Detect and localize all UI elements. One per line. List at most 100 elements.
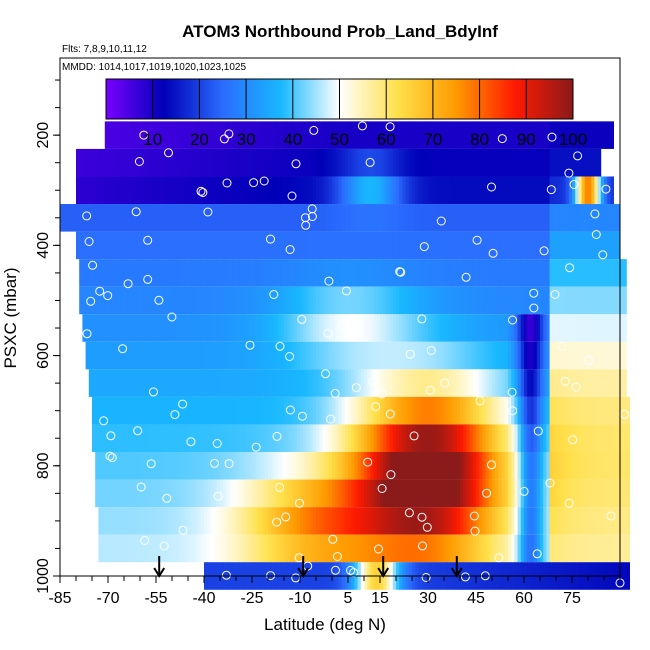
heatmap-cell	[514, 148, 518, 177]
heatmap-cell	[376, 534, 381, 563]
heatmap-cell	[415, 286, 419, 315]
heatmap-cell	[306, 341, 310, 370]
heatmap-cell	[98, 507, 102, 535]
heatmap-cell	[450, 259, 454, 287]
heatmap-cell	[226, 424, 230, 453]
heatmap-cell	[328, 286, 333, 315]
heatmap-cell	[533, 369, 538, 397]
heatmap-cell	[328, 479, 333, 508]
heatmap-cell	[546, 452, 550, 480]
heatmap-cell	[408, 231, 413, 260]
sample-point	[164, 148, 173, 158]
heatmap-cell	[229, 507, 234, 535]
heatmap-cell	[101, 452, 106, 480]
heatmap-cell	[210, 259, 214, 287]
heatmap-cell	[389, 341, 394, 370]
heatmap-cell	[575, 121, 579, 149]
heatmap-cell	[440, 121, 445, 149]
heatmap-cell	[370, 121, 374, 149]
heatmap-cell	[536, 452, 541, 480]
heatmap-cell	[597, 479, 602, 508]
sample-point	[419, 242, 429, 252]
heatmap-cell	[546, 148, 550, 177]
sample-point	[377, 389, 387, 399]
heatmap-cell	[626, 479, 630, 508]
heatmap-cell	[165, 479, 170, 508]
heatmap-cell	[82, 259, 86, 287]
heatmap-cell	[296, 507, 301, 535]
heatmap-cell	[588, 479, 592, 508]
heatmap-cell	[508, 231, 512, 260]
heatmap-cell	[389, 507, 394, 535]
heatmap-cell	[124, 148, 128, 177]
heatmap-cell	[293, 148, 298, 177]
heatmap-cell	[604, 396, 608, 425]
heatmap-cell	[322, 121, 326, 149]
heatmap-cell	[565, 314, 570, 342]
sample-point	[143, 274, 153, 284]
heatmap-cell	[396, 507, 400, 535]
heatmap-cell	[117, 424, 122, 453]
sample-point	[291, 159, 301, 169]
heatmap-cell	[175, 259, 179, 287]
heatmap-cell	[178, 314, 182, 342]
heatmap-cell	[341, 259, 346, 287]
heatmap-cell	[504, 231, 509, 260]
heatmap-cell	[143, 176, 147, 205]
heatmap-cell	[261, 369, 266, 397]
heatmap-cell	[210, 507, 214, 535]
heatmap-cell	[101, 534, 106, 563]
heatmap-cell	[236, 341, 240, 370]
heatmap-cell	[572, 424, 576, 453]
heatmap-cell	[559, 479, 563, 508]
heatmap-cell	[405, 176, 410, 205]
heatmap-cell	[204, 534, 208, 563]
heatmap-cell	[424, 452, 429, 480]
heatmap-cell	[184, 534, 189, 563]
heatmap-cell	[517, 259, 522, 287]
heatmap-cell	[578, 259, 582, 287]
heatmap-cell	[322, 452, 326, 480]
heatmap-cell	[312, 534, 317, 563]
heatmap-cell	[226, 507, 230, 535]
heatmap-cell	[396, 231, 400, 260]
heatmap-cell	[146, 286, 150, 315]
heatmap-cell	[536, 396, 541, 425]
heatmap-cell	[322, 286, 326, 315]
heatmap-cell	[360, 259, 365, 287]
heatmap-cell	[399, 424, 403, 453]
heatmap-cell	[293, 286, 298, 315]
heatmap-cell	[447, 148, 451, 177]
heatmap-cell	[520, 534, 525, 563]
heatmap-cell	[597, 396, 602, 425]
sample-point	[395, 267, 405, 277]
sample-point	[494, 553, 504, 563]
heatmap-cell	[540, 259, 544, 287]
heatmap-cell	[332, 204, 336, 232]
heatmap-cell	[488, 259, 493, 287]
heatmap-cell	[108, 369, 112, 397]
heatmap-cell	[434, 231, 438, 260]
heatmap-cell	[431, 452, 435, 480]
sample-point	[331, 565, 340, 575]
heatmap-cell	[408, 176, 413, 205]
heatmap-cell	[402, 204, 406, 232]
heatmap-cell	[194, 204, 198, 232]
heatmap-cell	[549, 369, 554, 397]
heatmap-cell	[140, 121, 144, 149]
heatmap-cell	[184, 204, 189, 232]
heatmap-cell	[392, 121, 397, 149]
heatmap-cell	[588, 424, 592, 453]
heatmap-cell	[220, 286, 224, 315]
heatmap-cell	[383, 341, 387, 370]
heatmap-cell	[501, 314, 506, 342]
heatmap-cell	[133, 507, 138, 535]
heatmap-cell	[88, 286, 93, 315]
heatmap-cell	[456, 286, 461, 315]
heatmap-cell	[316, 286, 320, 315]
heatmap-cell	[268, 507, 272, 535]
heatmap-cell	[367, 121, 371, 149]
heatmap-cell	[168, 479, 173, 508]
heatmap-cell	[354, 341, 358, 370]
heatmap-cell	[469, 286, 474, 315]
